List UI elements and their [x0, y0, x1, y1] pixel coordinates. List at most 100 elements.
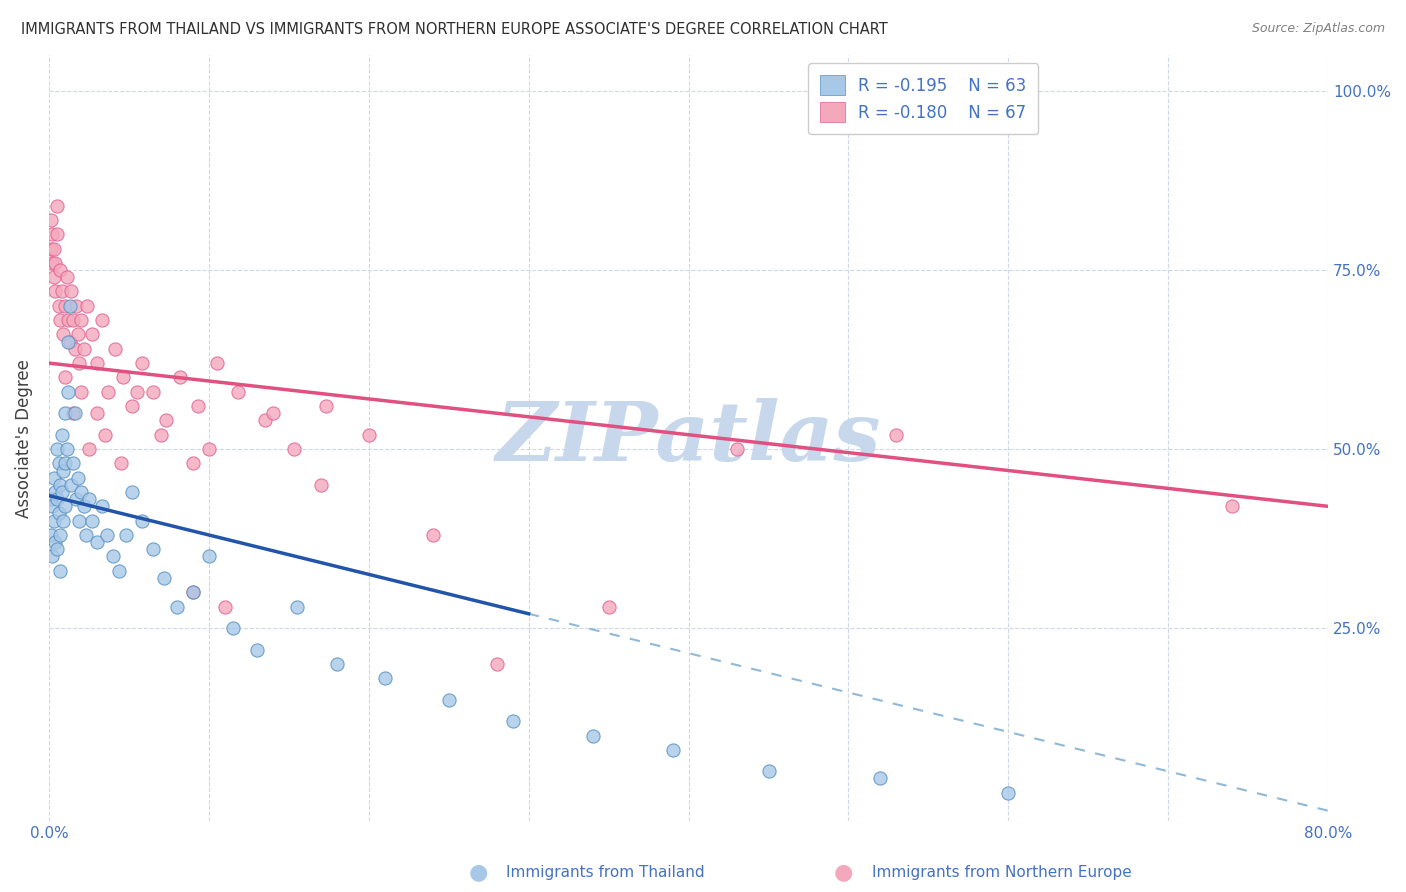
Point — [253, 413, 276, 427]
Point — [67, 514, 90, 528]
Point — [70, 485, 93, 500]
Point — [44, 285, 66, 299]
Point — [59, 299, 82, 313]
Point — [53, 456, 76, 470]
Point — [96, 528, 118, 542]
Point — [357, 427, 380, 442]
Point — [46, 492, 69, 507]
Point — [285, 599, 308, 614]
Text: IMMIGRANTS FROM THAILAND VS IMMIGRANTS FROM NORTHERN EUROPE ASSOCIATE'S DEGREE C: IMMIGRANTS FROM THAILAND VS IMMIGRANTS F… — [21, 22, 887, 37]
Point — [187, 399, 209, 413]
Point — [65, 492, 87, 507]
Text: Source: ZipAtlas.com: Source: ZipAtlas.com — [1251, 22, 1385, 36]
Point — [166, 599, 188, 614]
Point — [60, 285, 83, 299]
Point — [44, 485, 66, 500]
Point — [48, 299, 70, 313]
Point — [66, 471, 89, 485]
Point — [222, 621, 245, 635]
Point — [39, 242, 62, 256]
Point — [214, 599, 236, 614]
Point — [86, 406, 108, 420]
Point — [67, 356, 90, 370]
Point — [111, 370, 134, 384]
Point — [485, 657, 508, 671]
Text: ZIPatlas: ZIPatlas — [496, 399, 882, 478]
Point — [869, 772, 891, 786]
Point — [39, 492, 62, 507]
Point — [437, 692, 460, 706]
Point — [52, 514, 75, 528]
Point — [53, 406, 76, 420]
Point — [205, 356, 228, 370]
Point — [60, 478, 83, 492]
Point — [51, 485, 73, 500]
Legend: R = -0.195    N = 63, R = -0.180    N = 67: R = -0.195 N = 63, R = -0.180 N = 67 — [808, 63, 1039, 134]
Point — [55, 270, 77, 285]
Point — [52, 463, 75, 477]
Point — [142, 542, 165, 557]
Point — [46, 442, 69, 456]
Point — [62, 313, 84, 327]
Point — [114, 528, 136, 542]
Point — [63, 342, 86, 356]
Point — [90, 313, 112, 327]
Point — [76, 299, 98, 313]
Point — [103, 342, 125, 356]
Point — [46, 227, 69, 242]
Point — [82, 514, 104, 528]
Text: ●: ● — [468, 863, 488, 882]
Point — [42, 242, 65, 256]
Point — [73, 342, 96, 356]
Point — [198, 442, 221, 456]
Point — [502, 714, 524, 729]
Point — [48, 456, 70, 470]
Point — [62, 456, 84, 470]
Point — [181, 456, 204, 470]
Point — [41, 227, 63, 242]
Point — [94, 427, 117, 442]
Point — [82, 327, 104, 342]
Point — [661, 743, 683, 757]
Text: Immigrants from Thailand: Immigrants from Thailand — [506, 865, 704, 880]
Point — [886, 427, 908, 442]
Point — [90, 500, 112, 514]
Point — [48, 507, 70, 521]
Point — [598, 599, 620, 614]
Point — [155, 413, 177, 427]
Point — [42, 471, 65, 485]
Y-axis label: Associate's Degree: Associate's Degree — [15, 359, 32, 517]
Point — [51, 285, 73, 299]
Point — [59, 334, 82, 349]
Point — [46, 542, 69, 557]
Point — [41, 549, 63, 564]
Point — [262, 406, 284, 420]
Point — [581, 729, 603, 743]
Point — [49, 263, 72, 277]
Point — [142, 384, 165, 399]
Point — [181, 585, 204, 599]
Point — [86, 356, 108, 370]
Point — [49, 564, 72, 578]
Text: ●: ● — [834, 863, 853, 882]
Point — [49, 528, 72, 542]
Point — [44, 256, 66, 270]
Point — [86, 535, 108, 549]
Point — [198, 549, 221, 564]
Point — [181, 585, 204, 599]
Point — [39, 528, 62, 542]
Point — [53, 299, 76, 313]
Point — [169, 370, 191, 384]
Point — [70, 384, 93, 399]
Point — [131, 356, 153, 370]
Point — [77, 492, 100, 507]
Point — [226, 384, 249, 399]
Point — [70, 313, 93, 327]
Point — [153, 571, 176, 585]
Point — [62, 406, 84, 420]
Point — [73, 500, 96, 514]
Point — [53, 500, 76, 514]
Point — [131, 514, 153, 528]
Point — [49, 478, 72, 492]
Point — [56, 384, 79, 399]
